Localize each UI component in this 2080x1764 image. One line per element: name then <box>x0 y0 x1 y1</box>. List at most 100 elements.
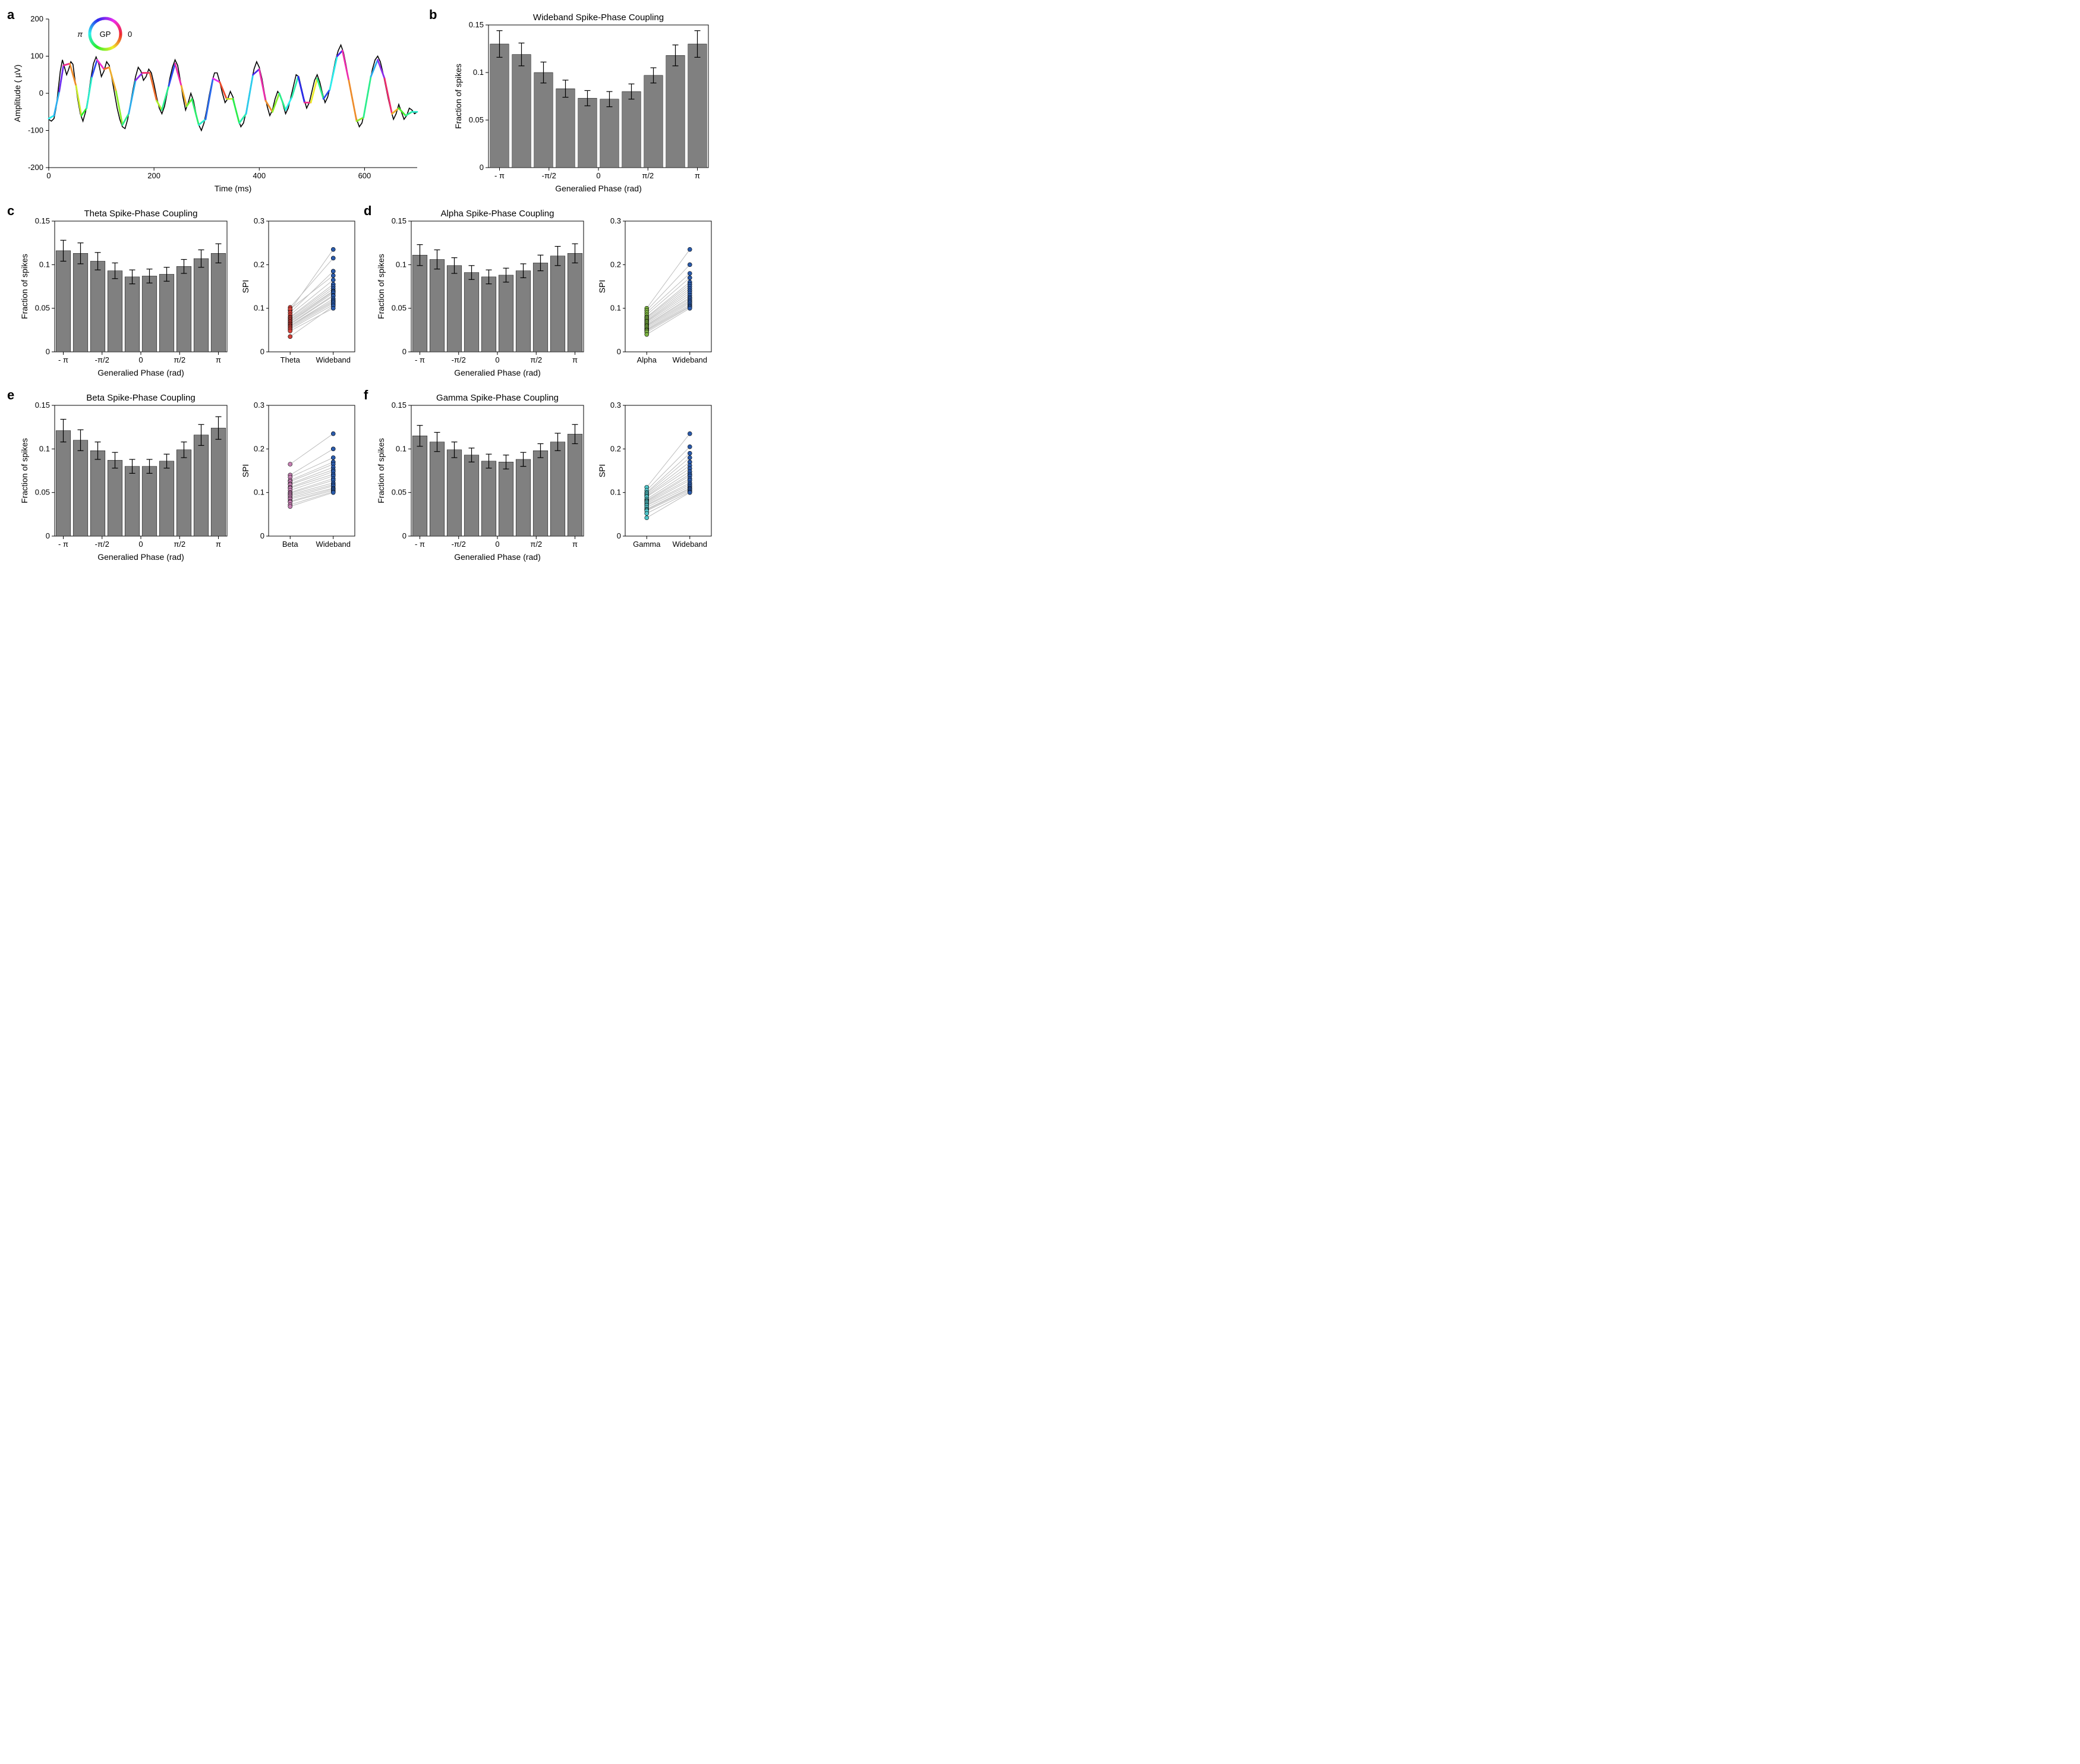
svg-text:π: π <box>695 171 700 180</box>
svg-text:Theta Spike-Phase Coupling: Theta Spike-Phase Coupling <box>84 209 198 219</box>
svg-text:0: 0 <box>39 89 43 97</box>
svg-text:SPI: SPI <box>241 280 250 294</box>
svg-text:0.1: 0.1 <box>254 488 264 497</box>
svg-text:Time (ms): Time (ms) <box>215 184 251 193</box>
panel-e-chart: 0 0.05 0.1 0.15 - π -π/2 0 π/2 π Beta Spike-Phase… <box>7 388 364 572</box>
svg-text:SPI: SPI <box>597 464 607 478</box>
svg-text:SPI: SPI <box>597 280 607 294</box>
svg-text:0.15: 0.15 <box>392 401 406 410</box>
panel-d-chart: 00.050.10.15- π-π/20π/2πAlpha Spike-Phas… <box>364 203 720 388</box>
svg-text:0: 0 <box>46 171 51 180</box>
svg-text:0.05: 0.05 <box>469 115 484 124</box>
svg-text:Generalied Phase (rad): Generalied Phase (rad) <box>97 552 184 562</box>
svg-text:0: 0 <box>46 531 50 540</box>
svg-text:0.1: 0.1 <box>39 444 50 453</box>
figure: a -200-10001002000200400600Time (ms)Ampl… <box>0 0 713 579</box>
svg-text:0.05: 0.05 <box>35 488 50 497</box>
svg-text:0: 0 <box>617 347 621 356</box>
svg-text:0: 0 <box>617 531 621 540</box>
svg-text:0.3: 0.3 <box>254 401 264 410</box>
svg-text:-π/2: -π/2 <box>452 355 466 364</box>
svg-text:- π: - π <box>415 540 425 549</box>
svg-text:Beta: Beta <box>282 540 299 549</box>
panel-f-chart: 0 0.05 0.1 0.15 - π -π/2 0 π/2 π Gamma Spike-Phas… <box>364 388 720 572</box>
svg-text:0.1: 0.1 <box>254 304 264 313</box>
panel-c-chart: 00.050.10.15- π-π/20π/2πTheta Spike-Phas… <box>7 203 364 388</box>
svg-text:0: 0 <box>402 347 406 356</box>
svg-text:0: 0 <box>260 347 264 356</box>
svg-text:0: 0 <box>480 163 484 172</box>
svg-text:Fraction of spikes: Fraction of spikes <box>20 254 29 319</box>
svg-text:Theta: Theta <box>281 355 301 364</box>
svg-text:Wideband Spike-Phase Coupling: Wideband Spike-Phase Coupling <box>533 12 664 23</box>
svg-text:0.05: 0.05 <box>392 304 406 313</box>
svg-text:-π/2: -π/2 <box>452 540 466 549</box>
panel-e-label: e <box>7 388 14 403</box>
svg-text:Alpha Spike-Phase Coupling: Alpha Spike-Phase Coupling <box>441 209 554 219</box>
svg-text:0: 0 <box>596 171 600 180</box>
svg-text:0.3: 0.3 <box>610 401 621 410</box>
panel-b-chart: 00.050.10.15- π-π/20π/2πWideband Spike-P… <box>423 7 720 203</box>
svg-text:0.15: 0.15 <box>392 216 406 225</box>
svg-text:Fraction of spikes: Fraction of spikes <box>376 254 386 319</box>
svg-text:π: π <box>572 355 578 364</box>
svg-text:-100: -100 <box>28 126 43 135</box>
svg-text:0.2: 0.2 <box>254 260 264 269</box>
svg-text:0.05: 0.05 <box>392 488 406 497</box>
svg-text:0: 0 <box>495 540 499 549</box>
svg-text:0.1: 0.1 <box>473 68 484 77</box>
svg-text:0.3: 0.3 <box>610 216 621 225</box>
svg-text:0.3: 0.3 <box>254 216 264 225</box>
svg-text:Generalied Phase (rad): Generalied Phase (rad) <box>454 368 541 377</box>
svg-text:Wideband: Wideband <box>672 540 707 549</box>
svg-text:π/2: π/2 <box>174 355 185 364</box>
panel-a-chart: -200-10001002000200400600Time (ms)Amplit… <box>7 7 423 203</box>
svg-text:0.1: 0.1 <box>396 260 406 269</box>
svg-text:400: 400 <box>253 171 266 180</box>
svg-text:Fraction of spikes: Fraction of spikes <box>376 438 386 503</box>
svg-text:π: π <box>572 540 578 549</box>
svg-text:0.1: 0.1 <box>610 488 621 497</box>
svg-text:200: 200 <box>30 14 43 23</box>
svg-text:- π: - π <box>58 355 68 364</box>
svg-text:0: 0 <box>128 30 132 39</box>
panel-d-label: d <box>364 203 371 219</box>
svg-text:Wideband: Wideband <box>316 355 351 364</box>
svg-text:Fraction of spikes: Fraction of spikes <box>20 438 29 503</box>
svg-text:π: π <box>77 30 83 39</box>
svg-text:π/2: π/2 <box>530 540 542 549</box>
svg-text:200: 200 <box>147 171 160 180</box>
svg-text:Wideband: Wideband <box>672 355 707 364</box>
svg-text:GP: GP <box>100 30 111 39</box>
svg-text:0.05: 0.05 <box>35 304 50 313</box>
svg-text:0.1: 0.1 <box>39 260 50 269</box>
svg-text:π/2: π/2 <box>174 540 185 549</box>
svg-text:0.2: 0.2 <box>254 444 264 453</box>
svg-text:0.1: 0.1 <box>610 304 621 313</box>
svg-text:0: 0 <box>138 355 143 364</box>
panel-f-label: f <box>364 388 368 403</box>
svg-text:600: 600 <box>358 171 371 180</box>
svg-text:π: π <box>216 540 221 549</box>
svg-text:π: π <box>216 355 221 364</box>
svg-text:Fraction of spikes: Fraction of spikes <box>453 64 463 129</box>
svg-text:0.15: 0.15 <box>35 216 50 225</box>
svg-text:-π/2: -π/2 <box>95 540 109 549</box>
svg-text:Beta Spike-Phase Coupling: Beta Spike-Phase Coupling <box>86 393 195 403</box>
svg-text:Generalied Phase (rad): Generalied Phase (rad) <box>454 552 541 562</box>
svg-text:Alpha: Alpha <box>637 355 657 364</box>
svg-text:Generalied Phase (rad): Generalied Phase (rad) <box>97 368 184 377</box>
svg-text:- π: - π <box>494 171 505 180</box>
svg-text:0.15: 0.15 <box>35 401 50 410</box>
svg-text:Gamma: Gamma <box>633 540 661 549</box>
svg-text:- π: - π <box>58 540 68 549</box>
svg-text:- π: - π <box>415 355 425 364</box>
svg-text:SPI: SPI <box>241 464 250 478</box>
svg-text:0: 0 <box>260 531 264 540</box>
svg-text:π/2: π/2 <box>642 171 654 180</box>
svg-text:0.1: 0.1 <box>396 444 406 453</box>
svg-text:0.15: 0.15 <box>469 20 484 29</box>
svg-text:Gamma Spike-Phase Coupling: Gamma Spike-Phase Coupling <box>436 393 559 403</box>
svg-text:Amplitude ( µV): Amplitude ( µV) <box>12 65 22 122</box>
svg-text:100: 100 <box>30 52 43 61</box>
